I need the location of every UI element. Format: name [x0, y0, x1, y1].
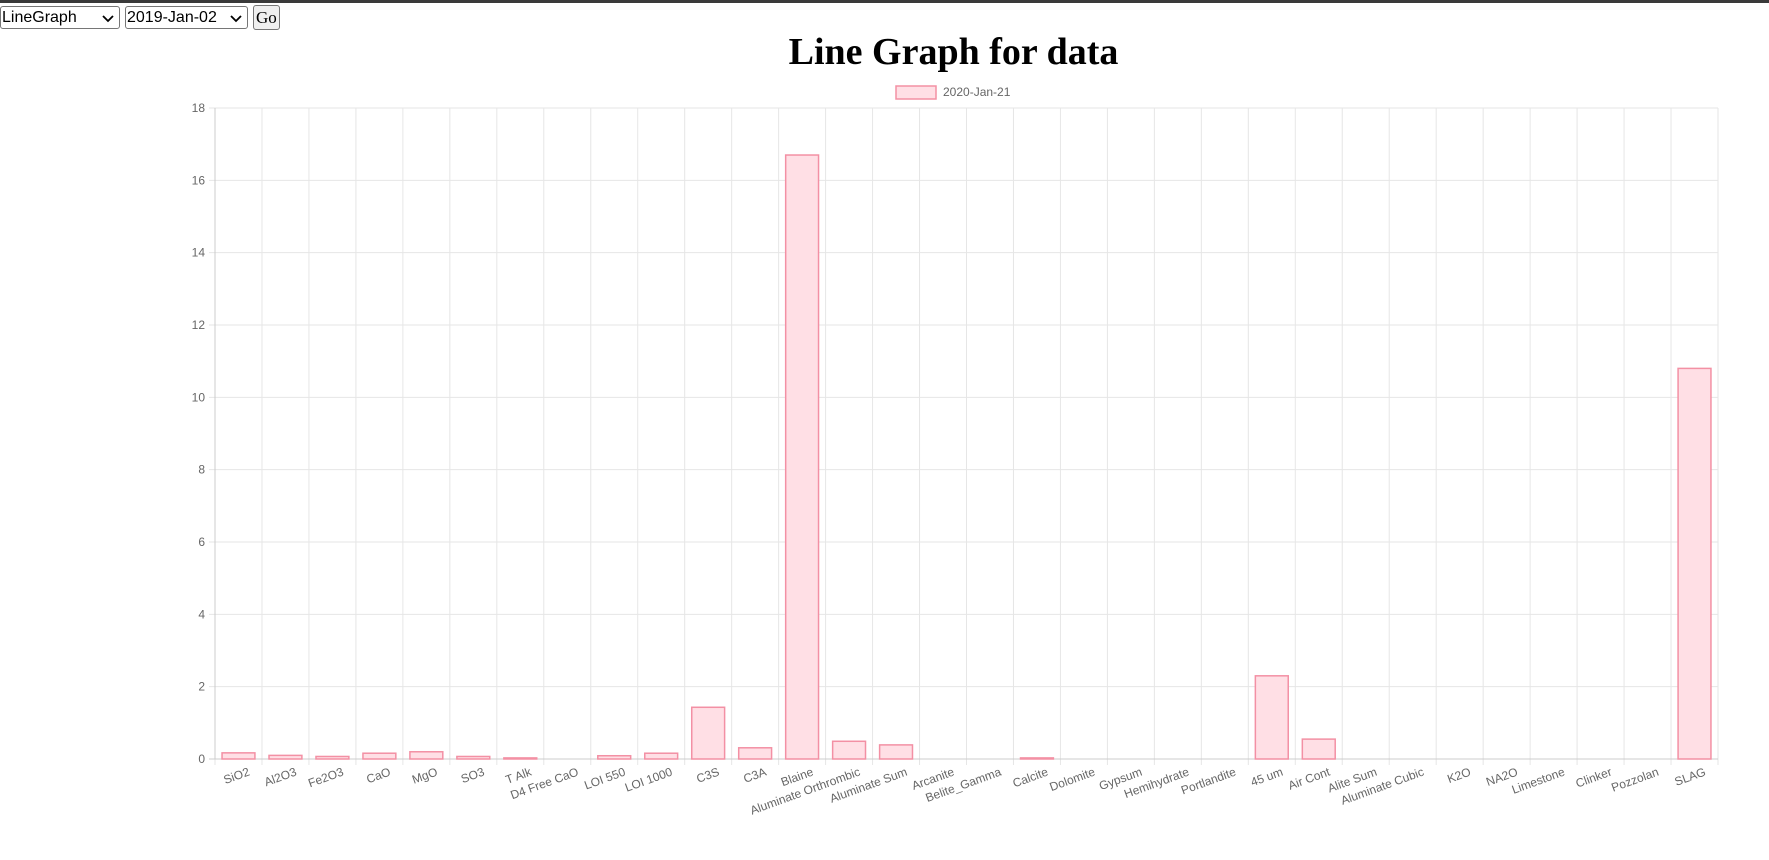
- bar-c3a: [737, 747, 773, 760]
- x-tick-label: SiO2: [222, 765, 252, 787]
- graph-type-value: LineGraph: [2, 8, 77, 26]
- y-tick-label: 10: [192, 390, 206, 404]
- x-tick-label: Al2O3: [262, 765, 298, 790]
- chart-grid: [209, 107, 1719, 765]
- x-tick-label: Pozzolan: [1609, 765, 1660, 795]
- bar-sio2: [221, 752, 256, 760]
- x-tick-label: SLAG: [1673, 765, 1708, 789]
- bar-loi-1000: [644, 752, 679, 760]
- bar-t-alk: [503, 757, 538, 760]
- x-tick-label: Fe2O3: [306, 765, 346, 791]
- y-tick-label: 4: [198, 607, 205, 621]
- chart-axes: [209, 108, 1718, 760]
- chart-bars: [221, 154, 1712, 760]
- x-tick-label: MgO: [410, 765, 439, 787]
- x-tick-label: LOI 550: [582, 765, 627, 793]
- bar-calcite: [1019, 757, 1055, 760]
- x-tick-label: Air Cont: [1286, 764, 1332, 792]
- controls-bar: LineGraph 2019-Jan-02 Go: [0, 5, 280, 30]
- date-value: 2019-Jan-02: [127, 8, 217, 26]
- y-tick-label: 18: [192, 101, 206, 115]
- y-tick-label: 0: [198, 752, 205, 766]
- graph-type-select[interactable]: LineGraph: [0, 6, 120, 29]
- bar-aluminate-sum: [878, 744, 914, 760]
- bar-so3: [456, 755, 491, 760]
- bar-mgo: [409, 751, 444, 760]
- legend-label: 2020-Jan-21: [943, 85, 1011, 99]
- x-tick-label: Limestone: [1510, 765, 1567, 797]
- legend-swatch: [895, 85, 937, 100]
- bar-blaine: [784, 154, 820, 760]
- x-tick-label: Clinker: [1574, 765, 1614, 791]
- x-tick-label: Portlandite: [1179, 765, 1238, 798]
- x-tick-label: CaO: [364, 765, 392, 787]
- bar-air-cont: [1301, 738, 1336, 760]
- y-tick-label: 6: [198, 535, 205, 549]
- bar-cao: [362, 752, 397, 760]
- x-tick-label: SO3: [459, 765, 487, 786]
- bar-al2o3: [268, 754, 303, 760]
- x-tick-label: Calcite: [1011, 765, 1051, 791]
- x-tick-label: LOI 1000: [623, 765, 674, 795]
- x-tick-label: Dolomite: [1048, 765, 1098, 794]
- y-tick-label: 14: [192, 246, 206, 260]
- chart-title: Line Graph for data: [788, 31, 1119, 73]
- y-tick-label: 8: [198, 463, 205, 477]
- y-tick-label: 12: [192, 318, 206, 332]
- chevron-down-icon: [102, 14, 114, 22]
- y-axis-ticks: 0 2 4 6 8 10 12 14 16 18: [192, 101, 206, 766]
- y-tick-label: 2: [198, 680, 205, 694]
- y-tick-label: 16: [192, 173, 206, 187]
- bar-slag: [1677, 367, 1712, 760]
- x-tick-label: K2O: [1445, 765, 1472, 786]
- go-button[interactable]: Go: [253, 5, 280, 30]
- chevron-down-icon: [230, 14, 242, 22]
- bar-fe2o3: [315, 755, 350, 760]
- bar-aluminate-orthrombic: [831, 740, 867, 760]
- bar-c3s: [690, 706, 726, 760]
- date-select[interactable]: 2019-Jan-02: [125, 6, 248, 29]
- bar-loi-550: [597, 754, 632, 760]
- bar-45-um: [1254, 675, 1289, 760]
- x-tick-label: C3A: [741, 765, 768, 786]
- x-tick-label: 45 um: [1249, 765, 1285, 790]
- chart-legend: 2020-Jan-21: [895, 85, 1011, 100]
- window-top-border: [0, 0, 1769, 3]
- x-tick-label: C3S: [694, 765, 721, 786]
